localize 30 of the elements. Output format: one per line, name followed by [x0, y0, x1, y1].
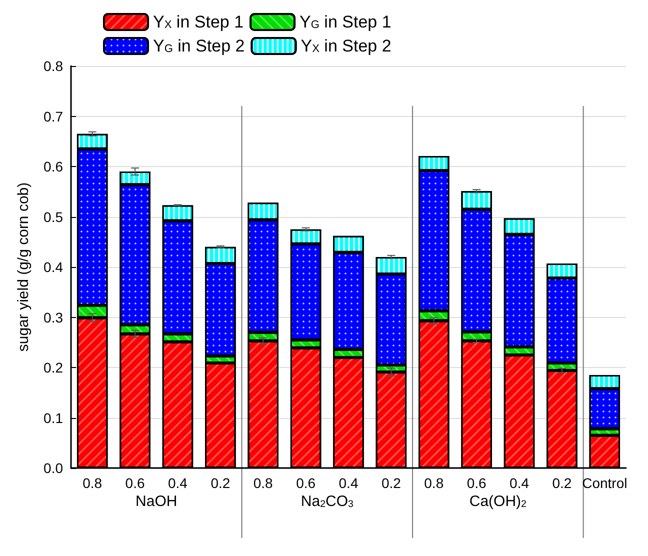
- legend-label: YG in Step 2: [153, 36, 245, 56]
- x-tick-label: 0.6: [466, 475, 487, 491]
- y-tick-label: 0.7: [44, 108, 64, 124]
- y-tick-label: 0.4: [44, 259, 64, 275]
- x-tick-label: 0.8: [82, 475, 102, 491]
- y-tick-label: 0.1: [44, 410, 64, 426]
- x-tick-label: 0.4: [168, 475, 188, 491]
- y-tick-label: 0.8: [44, 58, 64, 74]
- legend-label: YX in Step 2: [300, 36, 392, 56]
- x-tick-label: 0.2: [210, 475, 230, 491]
- x-tick-label: 0.8: [424, 475, 444, 491]
- legend-label: YG in Step 1: [300, 12, 392, 32]
- y-tick-label: 0.0: [44, 460, 64, 476]
- text: NaOH: [136, 493, 178, 510]
- y-tick-label: 0.2: [44, 360, 64, 376]
- x-tick-label: Control: [582, 475, 628, 491]
- x-tick-label: 0.6: [296, 475, 316, 491]
- x-tick-label: 0.6: [125, 475, 145, 491]
- y-tick-label: 0.6: [44, 158, 64, 174]
- x-tick-label: 0.2: [381, 475, 402, 491]
- x-tick-label: 0.2: [552, 475, 572, 491]
- text: Na2CO3: [300, 493, 354, 510]
- y-tick-label: 0.5: [44, 208, 64, 225]
- y-axis-title: sugar yield (g/g corn cob): [15, 182, 32, 352]
- legend-label: YX in Step 1: [153, 12, 244, 32]
- x-tick-label: 0.8: [253, 475, 274, 491]
- text: Ca(OH)2: [469, 493, 526, 510]
- y-tick-label: 0.3: [44, 309, 64, 326]
- x-tick-label: 0.4: [338, 475, 358, 491]
- x-tick-label: 0.4: [510, 475, 530, 491]
